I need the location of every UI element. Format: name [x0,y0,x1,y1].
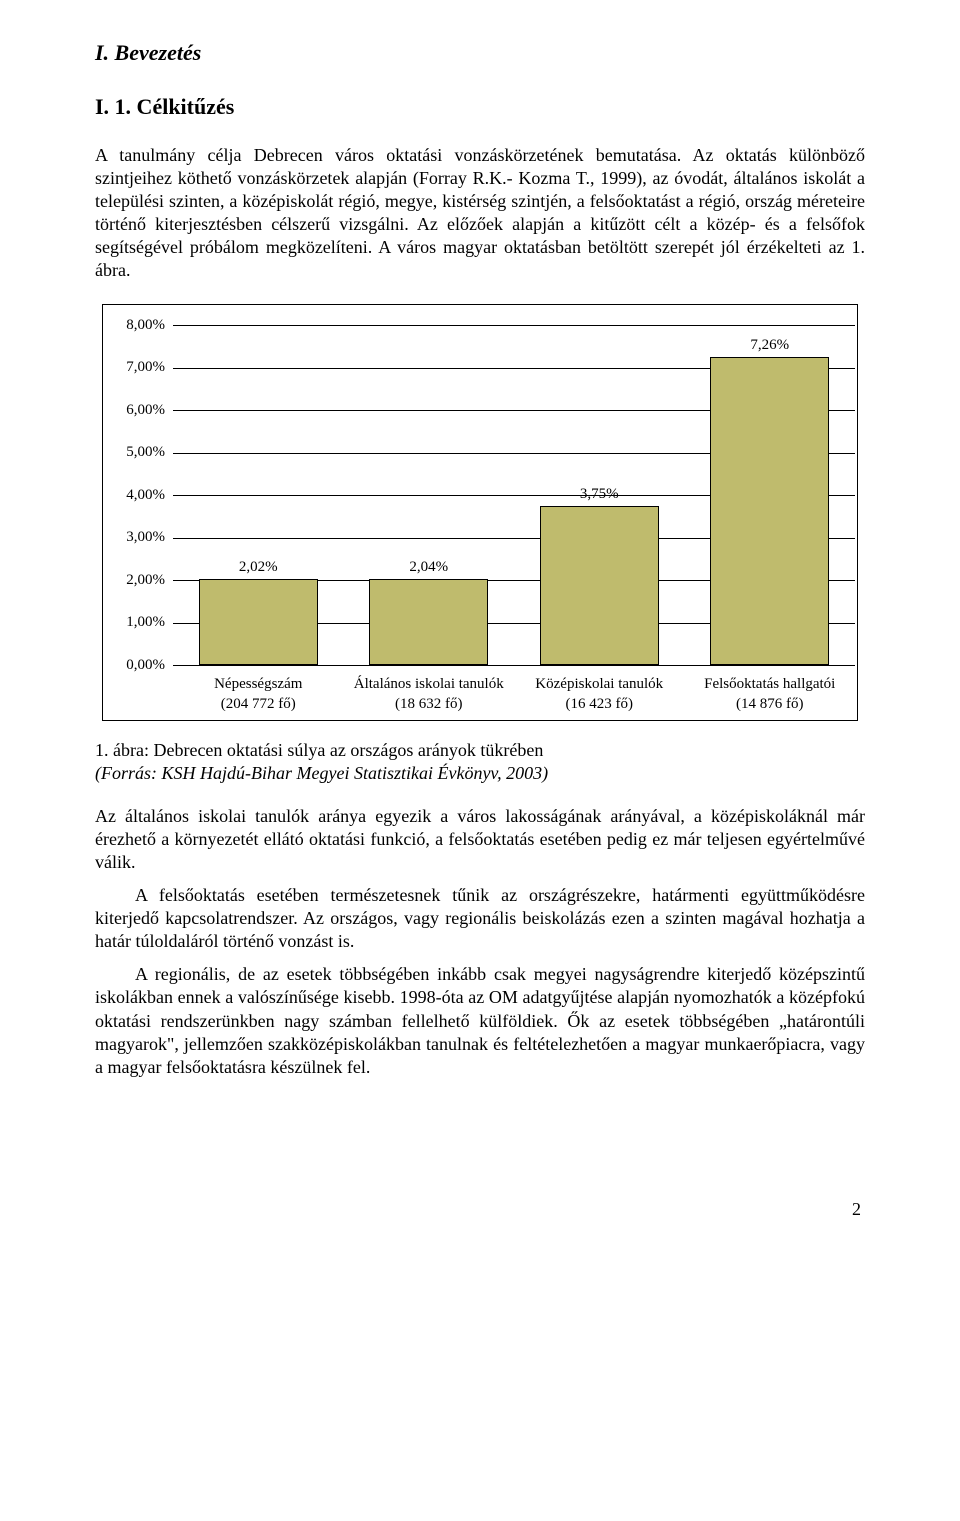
bar: 2,04% [369,579,488,666]
body-paragraph-1: Az általános iskolai tanulók aránya egye… [95,805,865,874]
bar-value-label: 7,26% [750,337,789,354]
gridline [173,665,855,666]
x-tick-line1: Általános iskolai tanulók [344,675,515,695]
x-tick-label: Általános iskolai tanulók(18 632 fő) [344,675,515,714]
x-tick-line1: Népességszám [173,675,344,695]
body-paragraph-2: A felsőoktatás esetében természetesnek t… [95,884,865,953]
bar-value-label: 3,75% [580,486,619,503]
section-heading-2: I. 1. Célkitűzés [95,94,865,120]
chart-plot-area: 8,00%7,00%6,00%5,00%4,00%3,00%2,00%1,00%… [105,325,855,665]
x-tick-label: Felsőoktatás hallgatói(14 876 fő) [685,675,856,714]
x-tick-line2: (18 632 fő) [344,695,515,715]
intro-paragraph: A tanulmány célja Debrecen város oktatás… [95,144,865,282]
x-tick-line2: (14 876 fő) [685,695,856,715]
bar-slot: 2,02% [173,325,344,665]
body-paragraph-3: A regionális, de az esetek többségében i… [95,963,865,1078]
page-number: 2 [95,1199,865,1220]
y-axis: 8,00%7,00%6,00%5,00%4,00%3,00%2,00%1,00%… [105,325,173,665]
bar-slot: 2,04% [344,325,515,665]
x-tick-label: Népességszám(204 772 fő) [173,675,344,714]
caption-title: 1. ábra: Debrecen oktatási súlya az orsz… [95,740,543,760]
bar-slot: 3,75% [514,325,685,665]
x-tick-label: Középiskolai tanulók(16 423 fő) [514,675,685,714]
bar-value-label: 2,02% [239,559,278,576]
bars-container: 2,02% 2,04% 3,75% 7,26% [173,325,855,665]
figure-caption: 1. ábra: Debrecen oktatási súlya az orsz… [95,739,865,785]
caption-source: (Forrás: KSH Hajdú-Bihar Megyei Statiszt… [95,763,548,783]
bar: 3,75% [540,506,659,665]
x-tick-line1: Középiskolai tanulók [514,675,685,695]
bar: 2,02% [199,579,318,665]
x-axis: Népességszám(204 772 fő)Általános iskola… [173,675,855,714]
bar: 7,26% [710,357,829,666]
bar-value-label: 2,04% [409,559,448,576]
bar-slot: 7,26% [685,325,856,665]
x-tick-line2: (16 423 fő) [514,695,685,715]
x-tick-line2: (204 772 fő) [173,695,344,715]
section-heading-1: I. Bevezetés [95,40,865,66]
x-tick-line1: Felsőoktatás hallgatói [685,675,856,695]
bar-chart: 8,00%7,00%6,00%5,00%4,00%3,00%2,00%1,00%… [102,304,858,721]
chart-plot: 2,02% 2,04% 3,75% 7,26% [173,325,855,665]
